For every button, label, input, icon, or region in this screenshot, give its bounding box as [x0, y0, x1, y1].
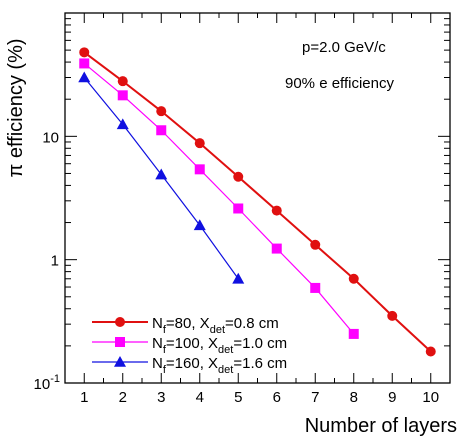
series-line: [83, 62, 355, 335]
data-point: [348, 328, 359, 339]
y-axis-label: π efficiency (%): [5, 38, 27, 177]
data-point: [117, 76, 128, 87]
x-tick-label: 5: [234, 389, 242, 406]
series-1: [79, 47, 436, 357]
legend-label: Nf=80, Xdet=0.8 cm: [152, 315, 279, 336]
legend-marker: [114, 356, 126, 367]
data-point: [78, 71, 91, 83]
data-point: [271, 205, 282, 216]
data-point: [79, 47, 90, 58]
legend-marker: [115, 337, 125, 347]
y-tick-label: 10-1: [34, 373, 60, 393]
x-tick-label: 3: [157, 389, 165, 406]
data-point: [117, 90, 128, 101]
data-point: [116, 118, 129, 130]
x-axis-label: Number of layers: [305, 415, 457, 437]
axis-ticks: [64, 13, 451, 384]
data-point: [193, 219, 206, 231]
x-tick-labels: 1 2 3 4 5 6 7 8 9 10: [80, 389, 439, 406]
x-tick-label: 10: [422, 389, 439, 406]
data-point: [310, 239, 321, 250]
x-tick-label: 4: [196, 389, 204, 406]
legend-entry-1: Nf=80, Xdet=0.8 cm: [92, 315, 279, 336]
data-point: [156, 125, 167, 136]
data-point: [194, 164, 205, 175]
legend-marker: [115, 317, 125, 327]
legend-label: Nf=100, Xdet=1.0 cm: [152, 335, 287, 356]
data-point: [156, 106, 167, 117]
x-tick-label: 6: [273, 389, 281, 406]
data-point: [194, 138, 205, 149]
series-2: [79, 58, 359, 339]
y-tick-labels: 10-1 1 10: [34, 129, 60, 393]
x-tick-label: 2: [119, 389, 127, 406]
y-tick-label: 10: [42, 129, 59, 146]
data-point: [232, 272, 245, 284]
y-tick-label: 1: [51, 253, 59, 270]
data-point: [233, 171, 244, 182]
x-tick-label: 8: [350, 389, 358, 406]
data-point: [79, 58, 90, 69]
x-tick-label: 7: [311, 389, 319, 406]
x-tick-label: 1: [80, 389, 88, 406]
data-point: [425, 346, 436, 357]
series-line: [83, 51, 432, 353]
legend-label: Nf=160, Xdet=1.6 cm: [152, 355, 287, 376]
data-point: [233, 203, 244, 214]
legend-entry-3: Nf=160, Xdet=1.6 cm: [92, 355, 287, 376]
x-tick-label: 9: [388, 389, 396, 406]
data-point: [310, 282, 321, 293]
data-point: [387, 310, 398, 321]
data-point: [271, 243, 282, 254]
data-point: [155, 168, 168, 180]
data-point: [348, 273, 359, 284]
series-3: [78, 71, 245, 284]
annotation-electron-efficiency: 90% e efficiency: [285, 75, 394, 92]
legend-entry-2: Nf=100, Xdet=1.0 cm: [92, 335, 287, 356]
annotation-momentum: p=2.0 GeV/c: [302, 39, 386, 56]
data-series: [78, 47, 436, 357]
